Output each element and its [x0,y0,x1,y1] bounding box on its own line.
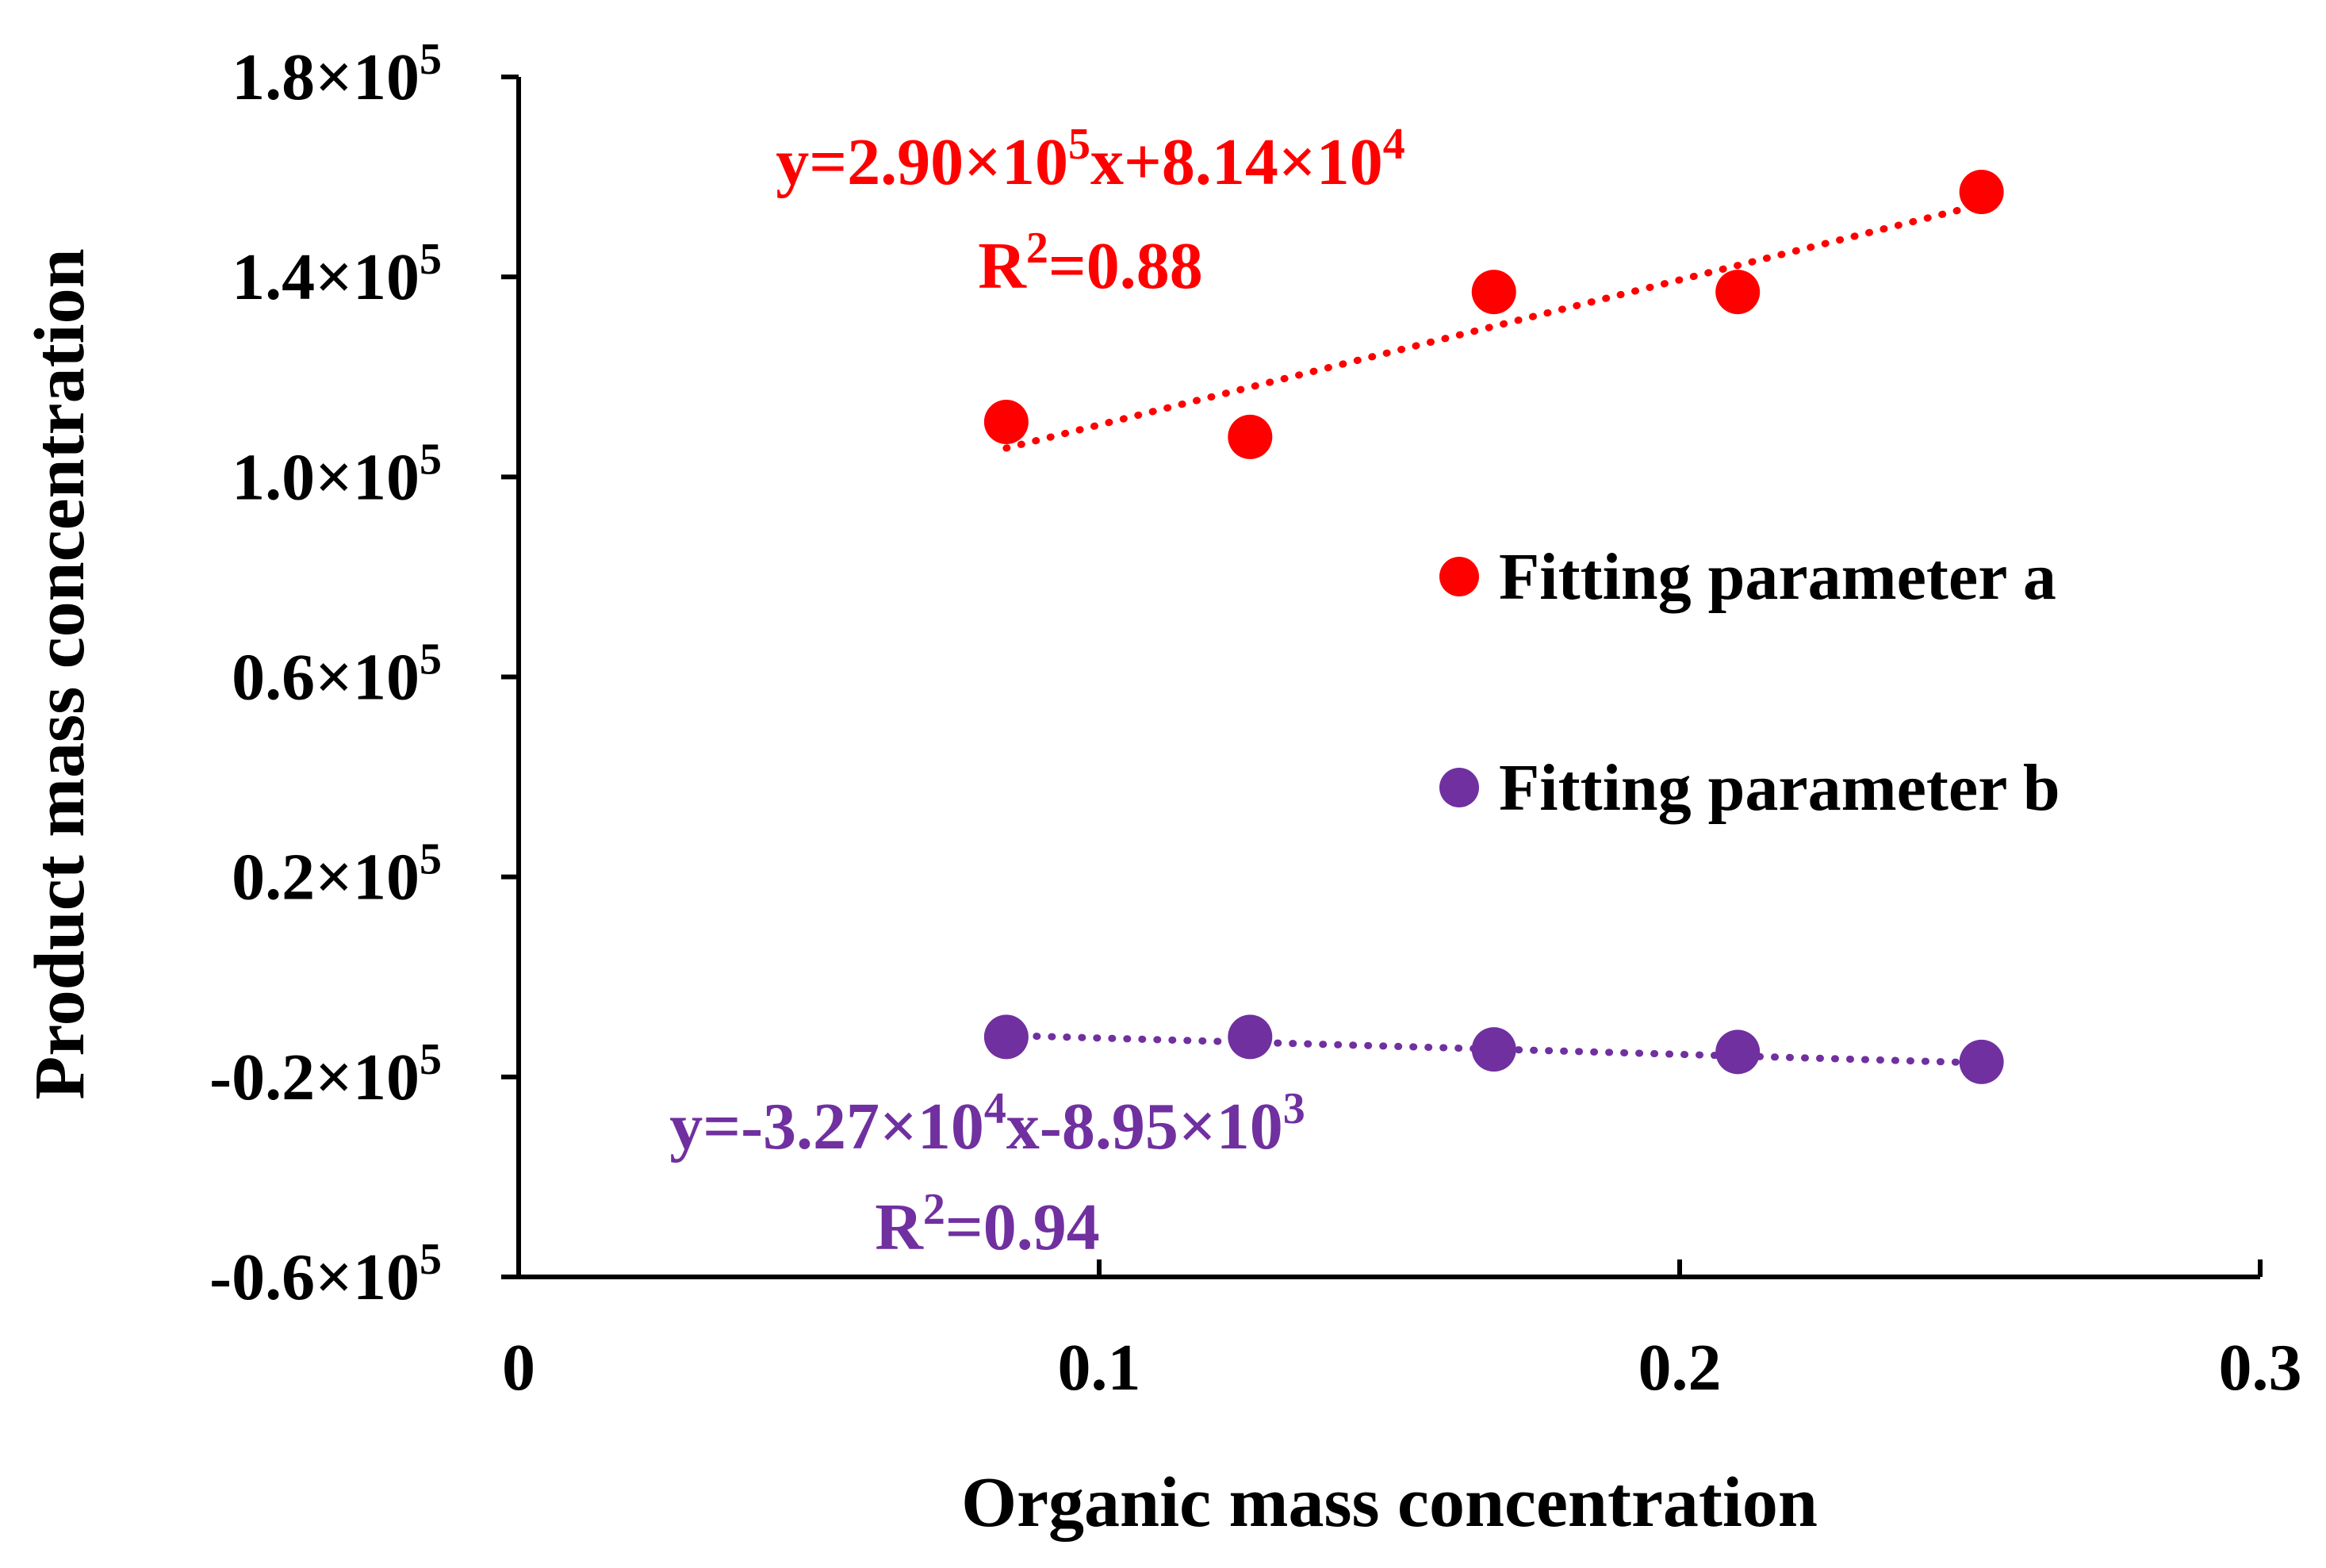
y-tick-label-6: -0.6×105 [209,1235,442,1314]
legend-label-b: Fitting parameter b [1499,751,2060,825]
equation-a-part-2: x+8.14×10 [1090,125,1383,199]
y-tick-label-2-exp: 5 [420,435,442,484]
legend-label-a: Fitting parameter a [1499,540,2056,614]
y-tick-label-4-mantissa: 0.2×10 [232,841,420,914]
equation-a: y=2.90×105x+8.14×104 [776,120,1404,199]
y-tick-label-1: 1.4×105 [232,235,442,314]
y-axis-title: Product mass concentration [21,248,99,1099]
equation-b: y=-3.27×104x-8.95×103 [669,1084,1305,1164]
x-tick-label-2: 0.2 [1638,1331,1722,1405]
y-tick-label-4: 0.2×105 [232,835,442,914]
y-tick-label-1-exp: 5 [420,235,442,284]
legend-marker-b [1439,768,1479,807]
point-b-0 [983,1014,1029,1060]
point-b-3 [1715,1029,1761,1075]
equation-b-exp-2: 3 [1283,1084,1305,1133]
y-tick-label-5-exp: 5 [420,1035,442,1084]
y-tick-label-3: 0.6×105 [232,635,442,715]
r-squared-b-value: =0.94 [945,1190,1100,1264]
trendline-b [1002,1031,1986,1067]
y-tick-label-0-exp: 5 [420,35,442,84]
y-tick-label-3-exp: 5 [420,635,442,684]
y-tick-label-4-exp: 5 [420,835,442,884]
trendline-a [1002,201,1986,452]
x-axis-title: Organic mass concentration [961,1463,1818,1542]
legend: Fitting parameter a Fitting parameter b [1439,540,2060,825]
y-tick-label-0: 1.8×105 [232,35,442,114]
y-tick-label-3-mantissa: 0.6×10 [232,641,420,715]
equation-b-part-1: y=-3.27×10 [669,1090,984,1164]
r-squared-b-prefix: R [875,1190,924,1264]
r-squared-b: R2=0.94 [875,1185,1100,1264]
point-a-0 [983,399,1029,444]
y-ticks: 1.8×1051.4×1051.0×1050.6×1050.2×105-0.2×… [209,35,519,1314]
point-a-2 [1471,270,1516,315]
y-tick-label-5: -0.2×105 [209,1035,442,1114]
r-squared-a-exp: 2 [1026,224,1048,273]
y-tick-label-1-mantissa: 1.4×10 [232,240,420,314]
equation-a-exp-2: 4 [1383,120,1405,169]
y-tick-label-2: 1.0×105 [232,435,442,514]
point-b-4 [1959,1039,2004,1084]
y-tick-label-5-mantissa: -0.2×10 [209,1041,420,1114]
annotations: y=2.90×105x+8.14×104 R2=0.88 y=-3.27×104… [669,120,1405,1264]
y-tick-label-6-exp: 5 [420,1235,442,1284]
series-layer [983,169,2004,1084]
point-a-1 [1228,414,1273,459]
r-squared-b-exp: 2 [923,1185,945,1234]
point-a-4 [1959,169,2004,214]
equation-a-exp-1: 5 [1068,120,1090,169]
y-tick-label-2-mantissa: 1.0×10 [232,440,420,514]
y-tick-label-6-mantissa: -0.6×10 [209,1240,420,1314]
x-tick-label-1: 0.1 [1058,1331,1141,1405]
x-ticks: 0 0.1 0.2 0.3 [502,1259,2302,1405]
r-squared-a-prefix: R [978,229,1027,303]
equation-a-part-1: y=2.90×10 [776,125,1068,199]
equation-b-exp-1: 4 [984,1084,1006,1133]
x-tick-label-3: 0.3 [2219,1331,2302,1405]
r-squared-a: R2=0.88 [978,224,1203,303]
y-tick-label-0-mantissa: 1.8×10 [232,40,420,114]
r-squared-a-value: =0.88 [1048,229,1203,303]
point-a-3 [1715,270,1761,315]
x-tick-label-0: 0 [502,1331,535,1405]
equation-b-part-2: x-8.95×10 [1006,1090,1283,1164]
point-b-2 [1471,1027,1516,1072]
legend-marker-a [1439,557,1479,596]
point-b-1 [1228,1014,1273,1060]
